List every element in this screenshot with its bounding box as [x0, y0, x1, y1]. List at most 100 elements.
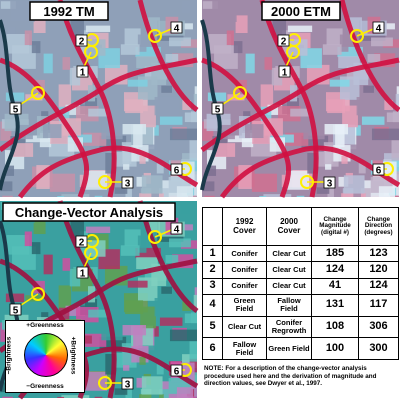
- field-patch: [125, 300, 144, 315]
- field-patch: [326, 28, 343, 46]
- field-patch: [43, 53, 53, 74]
- marker-box: [75, 34, 88, 47]
- corner-cell: [202, 207, 223, 246]
- field-patch: [6, 34, 30, 54]
- marker-label: 5: [13, 105, 19, 116]
- field-patch: [182, 100, 192, 111]
- legend-bottom: −Greenness: [26, 383, 64, 390]
- table-cell: 185: [311, 244, 359, 263]
- marker-label: 6: [174, 367, 180, 378]
- field-patch: [176, 186, 194, 197]
- table-cell: 124: [311, 261, 359, 279]
- field-patch: [88, 108, 109, 117]
- field-patch: [43, 124, 62, 139]
- marker-box: [170, 364, 183, 377]
- field-patch: [141, 175, 163, 194]
- field-patch: [121, 142, 132, 165]
- field-patch: [24, 30, 32, 46]
- table-cell: 6: [202, 337, 223, 360]
- field-patch: [65, 305, 86, 316]
- field-patch: [7, 227, 16, 236]
- field-patch: [83, 170, 108, 190]
- table-cell: Fallow Field: [266, 293, 312, 317]
- marker-label: 2: [79, 37, 85, 48]
- field-patch: [139, 155, 146, 164]
- marker-label: 5: [215, 105, 221, 116]
- change-table: 1992 Cover 2000 Cover Change Magnitude (…: [202, 207, 399, 360]
- table-cell: 2: [202, 261, 223, 279]
- field-patch: [141, 376, 163, 395]
- field-patch: [181, 201, 191, 215]
- marker-circle: [148, 230, 162, 244]
- field-patch: [327, 181, 334, 197]
- field-patch: [260, 84, 274, 108]
- field-patch: [159, 317, 183, 326]
- field-patch: [65, 104, 86, 115]
- field-patch: [2, 195, 13, 197]
- field-patch: [137, 34, 147, 52]
- field-patch: [133, 325, 143, 349]
- field-patch: [94, 195, 103, 197]
- marker-circle: [98, 175, 112, 189]
- field-patch: [245, 124, 264, 139]
- stream-network: [137, 0, 199, 113]
- field-patch: [31, 242, 41, 255]
- field-patch: [61, 194, 90, 197]
- table-cell: 131: [311, 293, 359, 317]
- table-cell: 124: [358, 277, 399, 295]
- image-panel: 1 2 3 4 5 6 2000 ETM: [200, 0, 400, 199]
- table-row: 2 Conifer Clear Cut 124 120: [202, 261, 399, 279]
- field-patch: [189, 341, 197, 362]
- field-patch: [335, 124, 345, 148]
- field-patch: [290, 108, 311, 117]
- table-cell: 41: [311, 277, 359, 295]
- stream-network: [57, 200, 117, 399]
- table-cell: 306: [358, 315, 399, 339]
- field-patch: [395, 93, 399, 110]
- marker-circle: [31, 86, 45, 100]
- marker-circle: [350, 29, 364, 43]
- field-patch: [259, 195, 267, 197]
- header-cell: 2000 Cover: [266, 207, 312, 246]
- stream-network: [201, 57, 292, 198]
- field-patch: [193, 294, 197, 311]
- table-cell: Conifer Regrowth: [266, 315, 312, 339]
- table-cell: 300: [358, 337, 399, 360]
- marker-box: [278, 65, 291, 78]
- field-patch: [69, 268, 81, 287]
- field-patch: [136, 56, 158, 69]
- marker-circle: [31, 287, 45, 301]
- field-patch: [272, 15, 287, 38]
- color-wheel: [24, 333, 68, 377]
- field-patch: [161, 85, 172, 93]
- field-patch: [212, 0, 237, 22]
- field-patch: [83, 371, 108, 391]
- field-patch: [176, 387, 194, 398]
- marker-box: [372, 163, 385, 176]
- field-patch: [124, 229, 141, 247]
- field-patch: [58, 285, 72, 309]
- field-patch: [323, 142, 334, 165]
- table-row: 5 Clear Cut Conifer Regrowth 108 306: [202, 315, 399, 339]
- field-patch: [125, 99, 144, 114]
- field-patch: [57, 396, 65, 398]
- stream-network: [0, 57, 90, 198]
- field-patch: [58, 84, 72, 108]
- field-patch: [202, 181, 215, 192]
- marker-label: 3: [125, 380, 131, 391]
- table-cell: Fallow Field: [222, 337, 267, 360]
- marker-label: 6: [376, 166, 382, 177]
- marker-label: 4: [174, 225, 180, 236]
- field-patch: [361, 116, 385, 125]
- marker-label: 1: [282, 68, 288, 79]
- field-patch: [287, 25, 313, 32]
- field-patch: [121, 343, 132, 366]
- table-cell: Clear Cut: [222, 315, 267, 339]
- field-patch: [12, 143, 34, 157]
- marker-circle: [148, 29, 162, 43]
- field-patch: [135, 46, 161, 58]
- field-patch: [85, 25, 111, 32]
- marker-label: 5: [13, 306, 19, 317]
- field-patch: [69, 67, 81, 86]
- marker-box: [277, 34, 290, 47]
